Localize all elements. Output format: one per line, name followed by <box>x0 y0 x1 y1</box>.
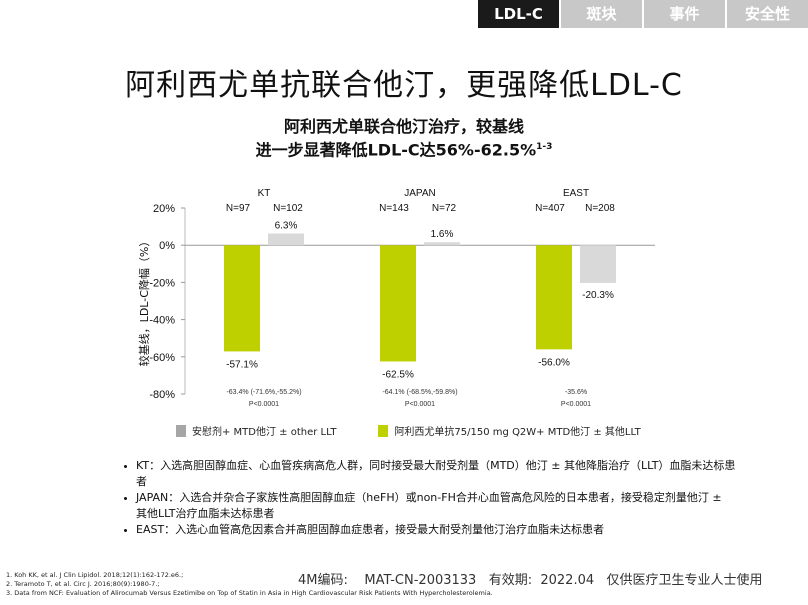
group-n-placebo: N=102 <box>273 203 303 214</box>
chart-legend: 安慰剂+ MTD他汀 ± other LLT 阿利西尤单抗75/150 mg Q… <box>176 423 641 438</box>
data-label-placebo: 1.6% <box>431 229 454 240</box>
difference-ci: -63.4% (-71.6%,-55.2%) <box>226 389 301 396</box>
legend-swatch-alirocumab <box>378 424 389 437</box>
references: 1. Koh KK, et al. J Clin Lipidol. 2018;1… <box>6 571 493 598</box>
subtitle-line-1: 阿利西尤单联合他汀治疗，较基线 <box>283 117 524 136</box>
category-label: KT <box>258 188 271 199</box>
y-tick-label: -20% <box>149 277 175 289</box>
difference-p-value: P<0.0001 <box>249 401 279 408</box>
y-tick-label: 20% <box>153 203 175 215</box>
section-tabs: LDL-C 斑块 事件 安全性 <box>476 0 808 28</box>
group-n-treatment: N=143 <box>379 203 409 214</box>
group-n-treatment: N=407 <box>535 203 565 214</box>
tab-events[interactable]: 事件 <box>642 0 725 28</box>
reference-3: 3. Data from NCF: Evaluation of Alirocum… <box>6 589 493 597</box>
category-label: EAST <box>563 188 589 199</box>
chart-subtitle: 阿利西尤单联合他汀治疗，较基线 进一步显著降低LDL-C达56%-62.5%1-… <box>0 116 808 160</box>
data-label-placebo: 6.3% <box>275 220 298 231</box>
bar-alirocumab <box>380 245 416 362</box>
legend-swatch-placebo <box>176 424 186 437</box>
difference-ci: -64.1% (-68.5%,-59.8%) <box>382 389 457 396</box>
y-tick-label: -80% <box>149 389 175 401</box>
subtitle-superscript: 1-3 <box>536 142 553 152</box>
y-tick-label: 0% <box>159 240 175 252</box>
category-label: JAPAN <box>404 188 436 199</box>
subtitle-line-2: 进一步显著降低LDL-C达56%-62.5%1-3 <box>0 137 808 160</box>
data-label-alirocumab: -56.0% <box>538 357 570 368</box>
y-tick-label: -40% <box>149 315 175 327</box>
bar-alirocumab <box>224 245 260 352</box>
reference-2: 2. Teramoto T, et al. Circ J. 2016;80(9)… <box>6 580 160 588</box>
group-n-treatment: N=97 <box>226 203 251 214</box>
subtitle-line-2-text: 进一步显著降低LDL-C达56%-62.5% <box>255 140 537 160</box>
legend-label-alirocumab: 阿利西尤单抗75/150 mg Q2W+ MTD他汀 ± 其他LLT <box>394 427 641 438</box>
bar-alirocumab <box>536 245 572 350</box>
bar-placebo <box>580 245 616 283</box>
difference-p-value: P<0.0001 <box>561 401 591 408</box>
note-east: EAST：入选心血管高危因素合并高胆固醇血症患者，接受最大耐受剂量他汀治疗血脂未… <box>136 522 736 538</box>
bar-placebo <box>424 242 460 246</box>
group-n-placebo: N=72 <box>432 203 457 214</box>
page-title: 阿利西尤单抗联合他汀，更强降低LDL-C <box>125 68 683 103</box>
note-kt: KT：入选高胆固醇血症、心血管疾病高危人群，同时接受最大耐受剂量（MTD）他汀 … <box>136 458 736 490</box>
y-axis-label: 较基线，LDL-C降幅（%） <box>137 236 151 367</box>
footer-code: 4M编码: MAT-CN-2003133 有效期: 2022.04 仅供医疗卫生… <box>298 573 763 588</box>
tab-ldl-c[interactable]: LDL-C <box>476 0 559 28</box>
data-label-placebo: -20.3% <box>582 290 614 301</box>
reference-1: 1. Koh KK, et al. J Clin Lipidol. 2018;1… <box>6 571 184 579</box>
difference-p-value: P<0.0001 <box>405 401 435 408</box>
difference-ci: -35.6% <box>565 389 587 396</box>
data-label-alirocumab: -62.5% <box>382 369 414 380</box>
tab-safety[interactable]: 安全性 <box>725 0 808 28</box>
y-tick-label: -60% <box>149 352 175 364</box>
study-notes: KT：入选高胆固醇血症、心血管疾病高危人群，同时接受最大耐受剂量（MTD）他汀 … <box>120 458 736 538</box>
legend-label-placebo: 安慰剂+ MTD他汀 ± other LLT <box>192 427 337 438</box>
legend-item-placebo: 安慰剂+ MTD他汀 ± other LLT <box>176 423 336 438</box>
data-label-alirocumab: -57.1% <box>226 359 258 370</box>
bar-placebo <box>268 233 304 246</box>
group-n-placebo: N=208 <box>585 203 615 214</box>
note-japan: JAPAN：入选合并杂合子家族性高胆固醇血症（heFH）或non-FH合并心血管… <box>136 490 736 522</box>
ldl-reduction-bar-chart: 20% 0% -20% -40% -60% -80% 较基线，LDL-C降幅（%） KT N=9… <box>137 188 655 408</box>
legend-item-alirocumab: 阿利西尤单抗75/150 mg Q2W+ MTD他汀 ± 其他LLT <box>378 423 641 438</box>
tab-plaque[interactable]: 斑块 <box>559 0 642 28</box>
